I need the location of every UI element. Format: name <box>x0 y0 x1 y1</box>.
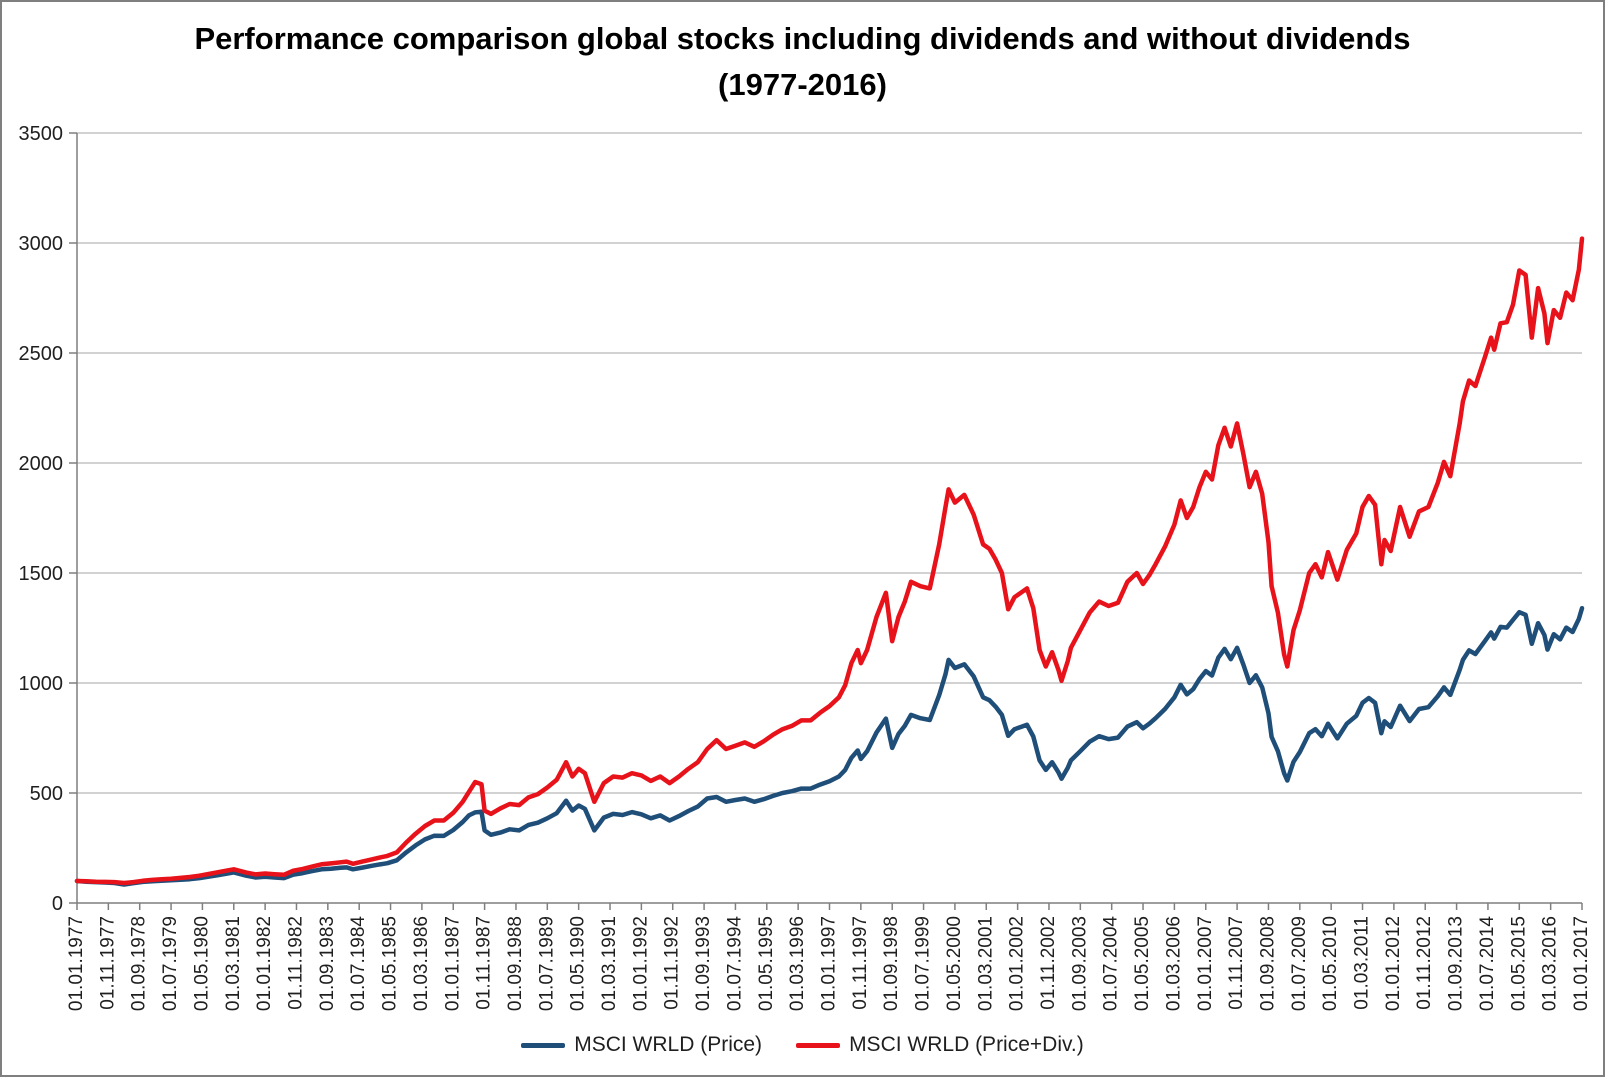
y-tick-label: 2500 <box>19 343 64 365</box>
x-tick-label: 01.07.1989 <box>536 916 557 1011</box>
legend-label-price-div: MSCI WRLD (Price+Div.) <box>849 1033 1084 1056</box>
x-tick-label: 01.11.2007 <box>1226 916 1247 1010</box>
x-tick-label: 01.05.1980 <box>191 916 212 1011</box>
y-tick-label: 0 <box>52 893 63 915</box>
x-tick-label: 01.07.1984 <box>348 916 369 1012</box>
legend-item-price-div: MSCI WRLD (Price+Div.) <box>796 1033 1084 1057</box>
x-tick-label: 01.01.2007 <box>1195 916 1216 1011</box>
y-tick-label: 500 <box>30 783 63 805</box>
legend-line-swatch-red <box>796 1042 841 1048</box>
x-tick-label: 01.11.2002 <box>1038 916 1059 1010</box>
x-tick-label: 01.05.2005 <box>1132 916 1153 1011</box>
chart-legend: MSCI WRLD (Price) MSCI WRLD (Price+Div.) <box>0 1033 1605 1057</box>
x-tick-label: 01.07.1979 <box>160 916 181 1011</box>
x-tick-label: 01.03.1991 <box>599 916 620 1011</box>
x-tick-label: 01.03.1981 <box>223 916 244 1011</box>
x-tick-label: 01.01.1997 <box>819 916 840 1011</box>
y-tick-label: 1500 <box>19 563 64 585</box>
x-tick-label: 01.01.1992 <box>630 916 651 1011</box>
x-tick-label: 01.09.2013 <box>1446 916 1467 1011</box>
x-tick-label: 01.01.1982 <box>254 916 275 1011</box>
x-tick-label: 01.05.1990 <box>568 916 589 1011</box>
x-tick-label: 01.09.2008 <box>1257 916 1278 1011</box>
legend-item-price: MSCI WRLD (Price) <box>521 1033 762 1057</box>
x-tick-label: 01.09.1983 <box>317 916 338 1011</box>
x-tick-label: 01.07.1994 <box>724 916 745 1012</box>
x-tick-label: 01.07.2004 <box>1101 916 1122 1012</box>
x-tick-label: 01.11.1977 <box>97 916 118 1010</box>
x-tick-label: 01.05.2000 <box>944 916 965 1011</box>
x-tick-label: 01.09.2003 <box>1069 916 1090 1011</box>
x-tick-label: 01.07.2014 <box>1477 916 1498 1012</box>
x-tick-label: 01.11.1982 <box>285 916 306 1010</box>
legend-line-swatch-blue <box>521 1042 566 1048</box>
x-tick-label: 01.09.1978 <box>129 916 150 1011</box>
x-tick-label: 01.01.1977 <box>66 916 87 1011</box>
x-tick-label: 01.03.2001 <box>975 916 996 1011</box>
y-tick-label: 3000 <box>19 233 64 255</box>
x-tick-label: 01.03.1996 <box>787 916 808 1011</box>
x-tick-label: 01.11.2012 <box>1414 916 1435 1010</box>
y-tick-label: 2000 <box>19 453 64 475</box>
x-tick-label: 01.03.1986 <box>411 916 432 1011</box>
series-line <box>74 236 1585 886</box>
x-tick-label: 01.09.1993 <box>693 916 714 1011</box>
x-tick-label: 01.03.2006 <box>1163 916 1184 1011</box>
x-tick-label: 01.11.1987 <box>474 916 495 1010</box>
x-tick-label: 01.01.2017 <box>1571 916 1592 1011</box>
x-tick-label: 01.05.2015 <box>1508 916 1529 1011</box>
x-tick-label: 01.07.2009 <box>1289 916 1310 1011</box>
x-tick-label: 01.05.1995 <box>756 916 777 1011</box>
x-tick-label: 01.05.2010 <box>1320 916 1341 1011</box>
x-tick-label: 01.01.2012 <box>1383 916 1404 1011</box>
x-tick-label: 01.03.2011 <box>1352 916 1373 1010</box>
y-tick-label: 3500 <box>19 123 64 145</box>
x-tick-label: 01.11.1992 <box>662 916 683 1010</box>
x-tick-label: 01.09.1988 <box>505 916 526 1011</box>
chart-title-line1: Performance comparison global stocks inc… <box>194 21 1411 56</box>
x-tick-label: 01.09.1998 <box>881 916 902 1011</box>
x-tick-label: 01.03.2016 <box>1540 916 1561 1011</box>
chart-title-line2: (1977-2016) <box>718 67 887 102</box>
x-tick-label: 01.11.1997 <box>850 916 871 1010</box>
legend-label-price: MSCI WRLD (Price) <box>574 1033 763 1056</box>
x-tick-label: 01.01.1987 <box>442 916 463 1011</box>
x-tick-label: 01.05.1985 <box>380 916 401 1011</box>
chart-title: Performance comparison global stocks inc… <box>0 16 1605 108</box>
x-tick-label: 01.01.2002 <box>1007 916 1028 1011</box>
series-line <box>74 605 1585 887</box>
x-tick-label: 01.07.1999 <box>913 916 934 1011</box>
y-tick-label: 1000 <box>19 673 64 695</box>
